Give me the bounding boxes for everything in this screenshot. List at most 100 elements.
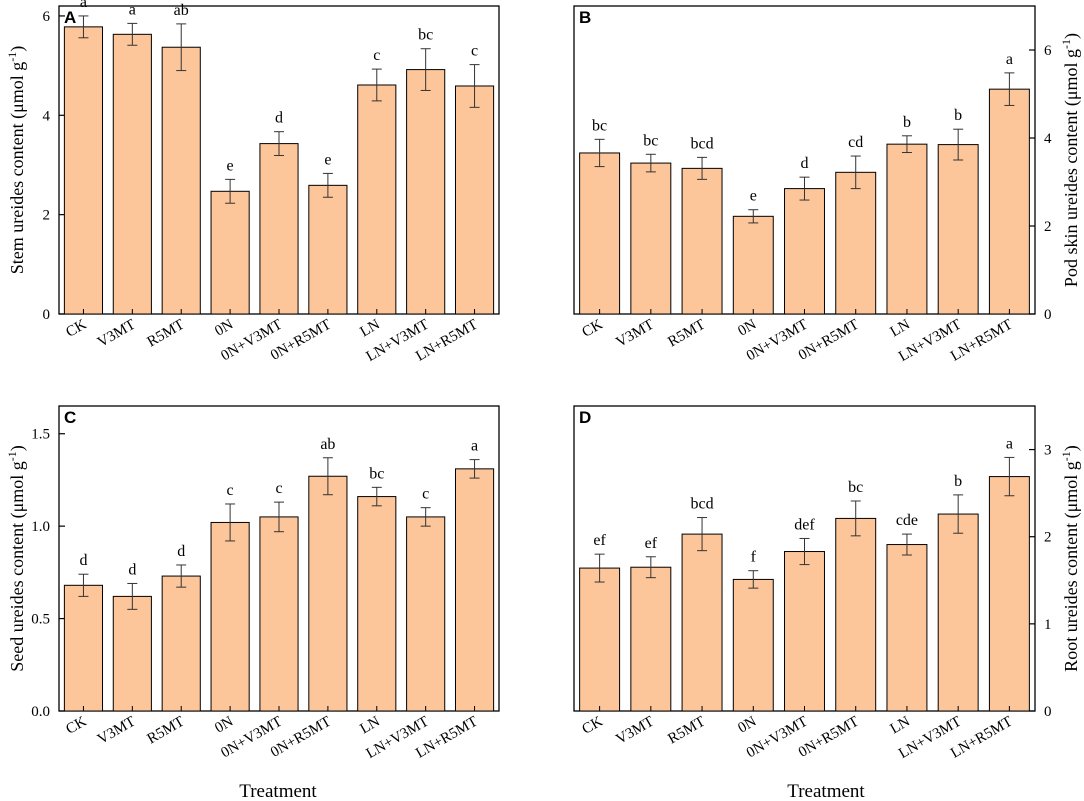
significance-label-d-5: bc <box>848 479 863 496</box>
bar-a-3 <box>210 190 250 315</box>
category-label-d-3: 0N <box>735 714 759 737</box>
significance-label-b-8: a <box>1006 51 1013 68</box>
category-label-b-0: CK <box>580 317 606 341</box>
significance-label-c-2: d <box>177 543 185 560</box>
significance-label-d-0: ef <box>593 532 606 549</box>
category-label-b-6: LN <box>888 317 913 341</box>
category-label-d-2: R5MT <box>665 714 708 748</box>
bar-b-3 <box>732 215 774 315</box>
bar-b-7 <box>937 144 979 315</box>
significance-label-a-8: c <box>471 43 478 60</box>
category-label-b-1: V3MT <box>613 317 656 351</box>
category-label-b-2: R5MT <box>665 317 708 351</box>
bar-d-5 <box>835 517 877 712</box>
category-label-a-6: LN <box>357 317 382 341</box>
y-tick-label-c-1: 0.5 <box>31 612 50 628</box>
bar-b-2 <box>681 167 723 315</box>
significance-label-d-6: cde <box>896 512 918 529</box>
y-tick-label-b-3: 6 <box>1044 43 1052 59</box>
bar-d-7 <box>937 513 979 712</box>
category-label-c-1: V3MT <box>95 714 138 748</box>
bar-c-6 <box>357 496 397 712</box>
category-label-d-6: LN <box>888 714 913 738</box>
bar-d-4 <box>784 551 825 712</box>
significance-label-b-5: cd <box>848 134 863 151</box>
category-label-c-2: R5MT <box>145 714 188 748</box>
y-tick-label-a-1: 2 <box>43 208 51 224</box>
y-axis-title-a: Stem ureides content (μmol g-1) <box>5 46 28 275</box>
significance-label-c-5: ab <box>320 436 335 453</box>
significance-label-a-5: e <box>324 151 331 168</box>
category-label-d-0: CK <box>580 714 606 738</box>
significance-label-b-2: bcd <box>691 135 714 152</box>
panel-letter-d: D <box>579 408 591 427</box>
panel-letter-b: B <box>579 8 591 27</box>
bar-c-7 <box>406 516 446 712</box>
bar-a-7 <box>406 69 446 315</box>
bar-a-2 <box>161 46 201 315</box>
bar-b-4 <box>784 188 825 315</box>
significance-label-d-7: b <box>954 473 962 490</box>
panels-group: A 0 2 4 6 Stem ureides content (μmol g-1) a CK a… <box>5 0 1082 762</box>
y-tick-label-d-3: 3 <box>1044 443 1052 459</box>
significance-label-d-8: a <box>1006 435 1013 452</box>
significance-label-d-1: ef <box>645 535 658 552</box>
y-axis-title-b: Pod skin ureides content (μmol g-1) <box>1059 33 1082 287</box>
significance-label-c-0: d <box>79 552 87 569</box>
category-label-a-1: V3MT <box>95 317 138 351</box>
bar-a-5 <box>308 184 348 315</box>
category-label-d-1: V3MT <box>613 714 656 748</box>
bar-b-6 <box>886 143 928 315</box>
y-axis-title-c: Seed ureides content (μmol g-1) <box>5 445 28 672</box>
category-label-b-3: 0N <box>735 317 759 340</box>
bar-d-0 <box>579 567 621 712</box>
significance-label-a-2: ab <box>174 2 189 19</box>
category-label-c-3: 0N <box>212 714 236 737</box>
bar-b-5 <box>835 171 877 315</box>
significance-label-b-7: b <box>954 107 962 124</box>
chart-panel-d: D 0 1 2 3 Root ureides content (μmol g-1) ef CK… <box>573 405 1082 762</box>
bar-c-0 <box>63 584 104 712</box>
category-label-c-0: CK <box>63 714 89 738</box>
significance-label-b-3: e <box>750 188 757 205</box>
category-label-a-2: R5MT <box>145 317 188 351</box>
bar-a-0 <box>63 26 104 315</box>
y-tick-label-b-1: 2 <box>1044 219 1052 235</box>
bar-c-2 <box>161 575 201 712</box>
significance-label-a-0: a <box>80 0 87 11</box>
bar-d-8 <box>988 476 1030 712</box>
x-axis-title-right: Treatment <box>787 781 865 801</box>
significance-label-b-6: b <box>903 114 911 131</box>
x-axis-title-left: Treatment <box>239 781 317 801</box>
bar-c-5 <box>308 475 348 712</box>
y-tick-label-b-2: 4 <box>1044 131 1052 147</box>
bar-a-4 <box>259 143 299 315</box>
y-tick-label-b-0: 0 <box>1044 307 1052 323</box>
y-tick-label-a-3: 6 <box>43 9 51 25</box>
y-tick-label-d-1: 1 <box>1044 617 1052 633</box>
y-tick-label-a-2: 4 <box>43 108 51 124</box>
significance-label-c-4: c <box>275 480 282 497</box>
significance-label-a-1: a <box>129 1 136 18</box>
significance-label-c-3: c <box>227 482 234 499</box>
panel-letter-c: C <box>64 408 76 427</box>
significance-label-b-0: bc <box>592 117 607 134</box>
significance-label-a-4: d <box>275 110 283 127</box>
y-axis-title-d: Root ureides content (μmol g-1) <box>1059 445 1082 672</box>
bar-b-0 <box>579 152 621 315</box>
significance-label-a-6: c <box>373 47 380 64</box>
bar-d-3 <box>732 578 774 712</box>
bar-c-3 <box>210 521 250 712</box>
y-tick-label-c-3: 1.5 <box>31 427 50 443</box>
chart-panel-a: A 0 2 4 6 Stem ureides content (μmol g-1) a CK a… <box>5 0 500 365</box>
bar-b-8 <box>988 88 1030 315</box>
bar-d-6 <box>886 544 928 712</box>
panel-letter-a: A <box>64 8 76 27</box>
category-label-a-3: 0N <box>212 317 236 340</box>
significance-label-d-3: f <box>751 549 757 566</box>
bar-c-4 <box>259 516 299 712</box>
bar-a-6 <box>357 84 397 315</box>
significance-label-c-8: a <box>471 438 478 455</box>
